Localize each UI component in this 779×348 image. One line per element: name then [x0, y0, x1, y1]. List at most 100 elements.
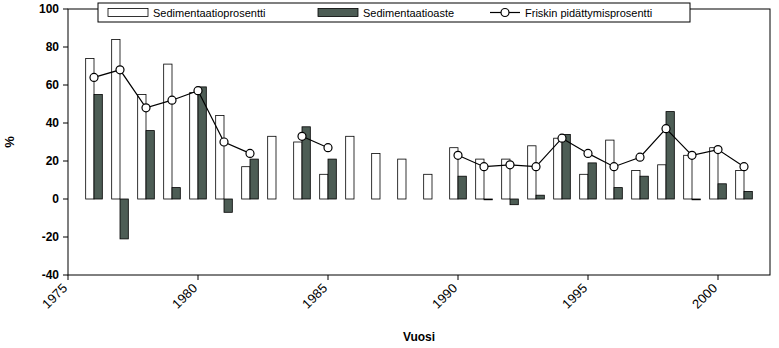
bar [510, 199, 518, 205]
y-tick [63, 237, 68, 238]
marker [142, 104, 150, 112]
x-tick-label: 1980 [169, 281, 200, 312]
y-tick [63, 9, 68, 10]
marker [662, 125, 670, 133]
bar [164, 64, 172, 199]
bar [588, 163, 596, 199]
bar [640, 176, 648, 199]
bar [536, 195, 544, 199]
marker [480, 163, 488, 171]
marker [610, 163, 618, 171]
marker [584, 149, 592, 157]
bar [424, 174, 432, 199]
y-tick-label: 60 [46, 78, 60, 92]
bar [632, 171, 640, 200]
legend-label: Sedimentaatioprosentti [153, 7, 266, 19]
line [94, 70, 250, 154]
bar [562, 134, 570, 199]
x-tick [68, 275, 69, 280]
marker [558, 134, 566, 142]
bar [658, 165, 666, 199]
x-tick [458, 275, 459, 280]
marker [194, 87, 202, 95]
legend-label: Friskin pidättymisprosentti [525, 7, 652, 19]
bar [692, 199, 700, 201]
legend-swatch [108, 9, 148, 17]
bar [736, 171, 744, 200]
marker [454, 151, 462, 159]
legend-marker [501, 9, 509, 17]
bar [242, 167, 250, 199]
chart-svg: -40 -20 0 20 40 60 80 100 1975 1980 1985 1990 1995 20… [0, 0, 779, 348]
y-tick [63, 47, 68, 48]
bar [224, 199, 232, 212]
marker [168, 96, 176, 104]
x-tick [198, 275, 199, 280]
marker [714, 146, 722, 154]
marker [636, 153, 644, 161]
bar [120, 199, 128, 239]
y-tick [63, 123, 68, 124]
bar [528, 146, 536, 199]
bar [94, 95, 102, 200]
x-tick-label: 2000 [689, 281, 720, 312]
bar [372, 153, 380, 199]
y-tick-label: 0 [52, 192, 59, 206]
bar [684, 155, 692, 199]
x-axis-label: Vuosi [403, 330, 435, 344]
plot-frame [68, 9, 770, 275]
x-tick [718, 275, 719, 280]
marker [506, 161, 514, 169]
marker [246, 149, 254, 157]
plot-data [86, 39, 753, 239]
y-tick-label: 20 [46, 154, 60, 168]
bar [172, 188, 180, 199]
chart-container: -40 -20 0 20 40 60 80 100 1975 1980 1985 1990 1995 20… [0, 0, 779, 348]
bar [250, 159, 258, 199]
y-tick [63, 161, 68, 162]
bar [614, 188, 622, 199]
marker [740, 163, 748, 171]
bar [398, 159, 406, 199]
bar [146, 131, 154, 199]
bar [580, 174, 588, 199]
legend-swatch [318, 9, 358, 17]
x-tick [328, 275, 329, 280]
bar [744, 191, 752, 199]
bar [294, 142, 302, 199]
bar [484, 199, 492, 201]
marker [688, 151, 696, 159]
y-tick-label: 40 [46, 116, 60, 130]
bar [710, 148, 718, 199]
bar [328, 159, 336, 199]
y-tick-label: 80 [46, 40, 60, 54]
legend-label: Sedimentaatioaste [363, 7, 454, 19]
marker [90, 73, 98, 81]
bar [346, 136, 354, 199]
y-axis-label: % [2, 136, 17, 148]
bar [554, 138, 562, 199]
y-tick-label: -20 [42, 230, 60, 244]
legend-box [98, 3, 690, 22]
y-tick [63, 199, 68, 200]
bar [320, 174, 328, 199]
x-tick-label: 1975 [39, 281, 70, 312]
marker [532, 163, 540, 171]
x-tick [588, 275, 589, 280]
bar [718, 184, 726, 199]
y-tick-label: -40 [42, 268, 60, 282]
legend: Sedimentaatioprosentti Sedimentaatioaste F… [98, 3, 690, 22]
x-tick-label: 1990 [429, 281, 460, 312]
line [458, 129, 744, 167]
marker [324, 144, 332, 152]
marker [298, 132, 306, 140]
y-tick-label: 100 [39, 2, 59, 16]
y-tick [63, 85, 68, 86]
y-tick [63, 275, 68, 276]
x-tick-label: 1995 [559, 281, 590, 312]
x-tick-label: 1985 [299, 281, 330, 312]
bar [112, 39, 120, 199]
bar [458, 176, 466, 199]
marker [116, 66, 124, 74]
bar [190, 93, 198, 199]
